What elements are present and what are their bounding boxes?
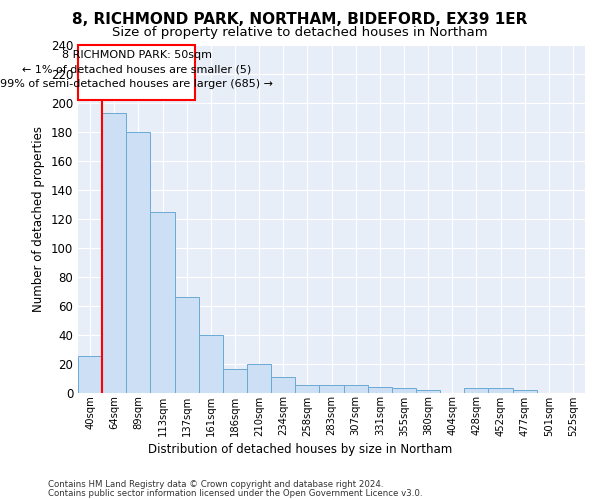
Bar xyxy=(151,212,175,392)
Text: 8 RICHMOND PARK: 50sqm: 8 RICHMOND PARK: 50sqm xyxy=(62,50,212,60)
Bar xyxy=(464,388,488,392)
Bar xyxy=(199,334,223,392)
Bar xyxy=(271,376,295,392)
Text: 8, RICHMOND PARK, NORTHAM, BIDEFORD, EX39 1ER: 8, RICHMOND PARK, NORTHAM, BIDEFORD, EX3… xyxy=(73,12,527,28)
FancyBboxPatch shape xyxy=(78,45,195,100)
Text: Size of property relative to detached houses in Northam: Size of property relative to detached ho… xyxy=(112,26,488,39)
Bar xyxy=(416,390,440,392)
Text: ← 1% of detached houses are smaller (5): ← 1% of detached houses are smaller (5) xyxy=(22,64,251,74)
Text: Contains HM Land Registry data © Crown copyright and database right 2024.: Contains HM Land Registry data © Crown c… xyxy=(48,480,383,489)
Bar xyxy=(102,113,126,392)
Bar xyxy=(247,364,271,392)
Bar xyxy=(223,370,247,392)
Bar xyxy=(368,386,392,392)
Text: 99% of semi-detached houses are larger (685) →: 99% of semi-detached houses are larger (… xyxy=(0,79,273,89)
Bar xyxy=(319,386,344,392)
Bar xyxy=(488,388,512,392)
Bar xyxy=(512,390,537,392)
Bar xyxy=(78,356,102,392)
Text: Distribution of detached houses by size in Northam: Distribution of detached houses by size … xyxy=(148,442,452,456)
Bar xyxy=(126,132,151,392)
Bar xyxy=(295,386,319,392)
Y-axis label: Number of detached properties: Number of detached properties xyxy=(32,126,45,312)
Bar xyxy=(392,388,416,392)
Text: Contains public sector information licensed under the Open Government Licence v3: Contains public sector information licen… xyxy=(48,488,422,498)
Bar xyxy=(344,386,368,392)
Bar xyxy=(175,297,199,392)
